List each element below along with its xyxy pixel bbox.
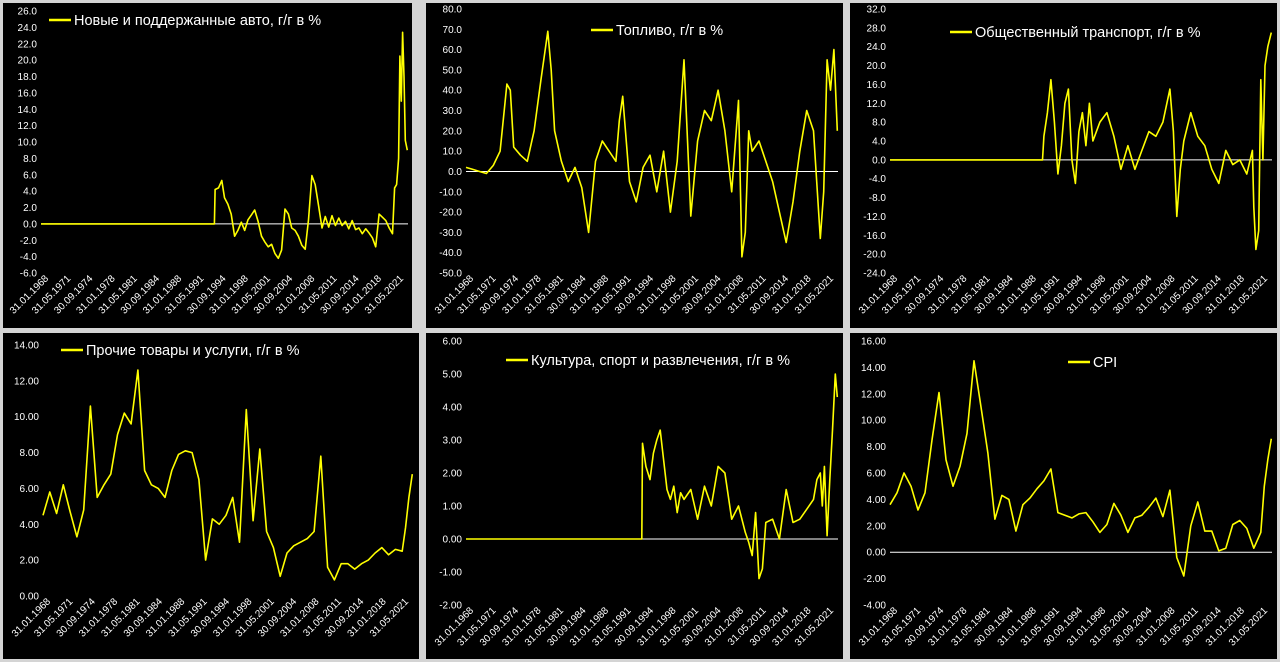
y-tick-label: 2.00	[20, 556, 40, 567]
y-tick-label: 3.00	[443, 436, 463, 447]
y-tick-label: -2.00	[439, 601, 462, 612]
y-tick-label: 12.0	[18, 121, 38, 132]
y-tick-label: 4.0	[23, 187, 37, 198]
y-tick-label: 26.0	[18, 7, 38, 18]
y-tick-label: 16.00	[861, 337, 886, 348]
y-tick-label: 2.0	[23, 203, 37, 214]
y-tick-label: 30.0	[443, 106, 463, 117]
y-tick-label: -10.0	[439, 187, 462, 198]
y-tick-label: 32.0	[867, 5, 887, 16]
y-tick-label: 10.00	[14, 412, 39, 423]
y-tick-label: 50.0	[443, 65, 463, 76]
y-tick-label: 0.0	[23, 219, 37, 230]
y-tick-label: 2.00	[867, 521, 887, 532]
y-tick-label: 4.00	[20, 520, 40, 531]
y-tick-label: 4.00	[443, 403, 463, 414]
series-line	[890, 32, 1273, 251]
y-tick-label: -6.0	[20, 269, 38, 280]
y-tick-label: 4.0	[872, 137, 886, 148]
y-tick-label: 6.0	[23, 170, 37, 181]
y-tick-label: 6.00	[867, 469, 887, 480]
y-tick-label: -40.0	[439, 248, 462, 259]
legend-label: Новые и поддержанные авто, г/г в %	[74, 13, 321, 29]
chart-other-goods-services: 14.0012.0010.008.006.004.002.000.0031.01…	[10, 341, 414, 640]
y-tick-label: 0.0	[872, 155, 886, 166]
chart-culture-sport-entertainment: 6.005.004.003.002.001.000.00-1.00-2.0031…	[433, 337, 839, 649]
y-tick-label: -30.0	[439, 228, 462, 239]
y-tick-label: 6.00	[20, 484, 40, 495]
y-tick-label: 0.00	[867, 548, 887, 559]
y-tick-label: -16.0	[863, 231, 886, 242]
y-tick-label: 18.0	[18, 72, 38, 83]
y-tick-label: 0.00	[443, 535, 463, 546]
y-tick-label: 0.00	[20, 592, 40, 603]
y-tick-label: -4.0	[20, 252, 38, 263]
y-tick-label: 16.0	[867, 80, 887, 91]
y-tick-label: -4.00	[863, 601, 886, 612]
y-tick-label: 12.00	[861, 389, 886, 400]
y-tick-label: 14.00	[14, 341, 39, 352]
chart-panel-cpi: 16.00 14.00 12.00 10.00 8.00 6.00 4.00 2.00 0.00…	[850, 333, 1277, 659]
chart-new-used-cars: 26.0 24.0 22.0 20.0 18.0 16.0 14.0 12.0 10.0 8.0 6…	[8, 7, 409, 317]
y-tick-label: -20.0	[439, 208, 462, 219]
legend-label: Прочие товары и услуги, г/г в %	[86, 343, 300, 359]
chart-cpi: 16.00 14.00 12.00 10.00 8.00 6.00 4.00 2.00 0.00…	[857, 337, 1273, 649]
series-line	[41, 31, 409, 260]
chart-public-transport: 32.0 28.0 24.0 20.0 16.0 12.0 8.0 4.0 0.0 -4.0 -8.…	[857, 5, 1273, 317]
legend-label: CPI	[1093, 355, 1117, 371]
y-tick-label: 20.0	[867, 61, 887, 72]
y-tick-label: 8.00	[20, 448, 40, 459]
series-line	[42, 369, 414, 581]
y-tick-label: 20.0	[18, 56, 38, 67]
y-tick-label: 8.0	[872, 118, 886, 129]
y-tick-label: -24.0	[863, 269, 886, 280]
y-tick-label: 0.0	[448, 167, 462, 178]
y-tick-label: 4.00	[867, 495, 887, 506]
chart-panel-new-used-cars: 26.0 24.0 22.0 20.0 18.0 16.0 14.0 12.0 10.0 8.0 6…	[3, 3, 412, 328]
y-tick-label: -50.0	[439, 269, 462, 280]
y-tick-label: -2.0	[20, 236, 38, 247]
y-tick-label: 28.0	[867, 23, 887, 34]
y-tick-label: 14.00	[861, 363, 886, 374]
chart-fuel: 80.0 70.0 60.0 50.0 40.0 30.0 20.0 10.0 0.0 -10.0…	[433, 5, 839, 317]
y-tick-label: -4.0	[869, 174, 887, 185]
y-tick-label: 10.0	[443, 147, 463, 158]
y-tick-label: 70.0	[443, 25, 463, 36]
y-tick-label: -1.00	[439, 568, 462, 579]
chart-panel-other-goods-services: 14.00 12.00 10.00 8.00 6.00 4.00 2.00 0.00 31.01…	[3, 333, 419, 659]
y-tick-label: -20.0	[863, 250, 886, 261]
y-tick-label: 1.00	[443, 502, 463, 513]
y-tick-label: 12.0	[867, 99, 887, 110]
y-tick-label: 8.00	[867, 442, 887, 453]
y-tick-label: 12.00	[14, 376, 39, 387]
y-tick-label: 20.0	[443, 126, 463, 137]
y-tick-label: 16.0	[18, 88, 38, 99]
chart-panel-fuel: 80.0 70.0 60.0 50.0 40.0 30.0 20.0 10.0 0.0 -10.0…	[426, 3, 843, 328]
legend-label: Культура, спорт и развлечения, г/г в %	[531, 353, 790, 369]
y-tick-label: 40.0	[443, 86, 463, 97]
y-tick-label: 10.00	[861, 416, 886, 427]
legend-label: Общественный транспорт, г/г в %	[975, 25, 1201, 41]
chart-panel-public-transport: 32.0 28.0 24.0 20.0 16.0 12.0 8.0 4.0 0.0 -4.0 -8.…	[850, 3, 1277, 328]
y-tick-label: 24.0	[18, 23, 38, 34]
series-line	[466, 373, 839, 580]
y-tick-label: 14.0	[18, 105, 38, 116]
y-tick-label: 2.00	[443, 469, 463, 480]
series-line	[889, 359, 1273, 577]
series-line	[465, 30, 839, 258]
chart-panel-culture-sport: 6.00 5.00 4.00 3.00 2.00 1.00 0.00 -1.00 -2.00 31…	[426, 333, 843, 659]
y-tick-label: 80.0	[443, 5, 463, 16]
y-tick-label: 10.0	[18, 138, 38, 149]
y-tick-label: -8.0	[869, 193, 887, 204]
y-tick-label: 8.0	[23, 154, 37, 165]
y-tick-label: 6.00	[443, 337, 463, 348]
y-tick-label: 60.0	[443, 45, 463, 56]
y-tick-label: -12.0	[863, 212, 886, 223]
y-tick-label: 24.0	[867, 42, 887, 53]
legend-label: Топливо, г/г в %	[616, 23, 723, 39]
y-tick-label: -2.00	[863, 574, 886, 585]
y-tick-label: 5.00	[443, 370, 463, 381]
y-tick-label: 22.0	[18, 39, 38, 50]
